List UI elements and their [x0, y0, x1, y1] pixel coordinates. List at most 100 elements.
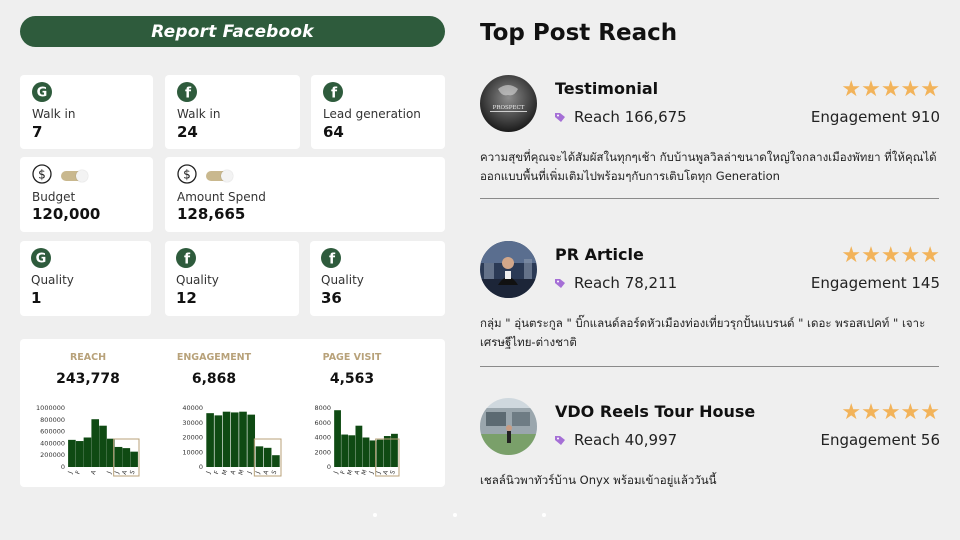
kpi-label: Walk in: [32, 107, 76, 121]
chart-bar: [83, 437, 92, 467]
post-card-testimonial[interactable]: PROSPECT Testimonial Reach 166,675 ★★★★★…: [480, 75, 940, 205]
chart-bar: [348, 435, 356, 467]
x-tick-label: A: [353, 469, 361, 476]
y-tick-label: 200000: [40, 451, 65, 459]
kpi-card-amount-spend: $ Amount Spend 128,665: [165, 157, 445, 232]
post-reach: Reach 78,211: [555, 274, 677, 292]
chart-bar: [75, 441, 84, 467]
x-tick-label: J: [375, 470, 383, 475]
chart-bar: [130, 451, 138, 467]
kpi-value: 7: [32, 123, 43, 141]
kpi-value: 1: [31, 289, 42, 307]
kpi-value: 12: [176, 289, 197, 307]
divider: [480, 366, 939, 367]
chart-bar: [222, 411, 231, 467]
post-reach-text: Reach 78,211: [574, 274, 678, 292]
kpi-card-quality-google: G Quality 1: [20, 241, 151, 316]
x-tick-label: S: [389, 469, 397, 475]
kpi-label: Quality: [31, 273, 74, 287]
kpi-label: Amount Spend: [177, 190, 266, 204]
post-card-vdo-reels[interactable]: VDO Reels Tour House Reach 40,997 ★★★★★ …: [480, 398, 940, 498]
x-tick-label: M: [221, 469, 229, 476]
facebook-icon: f: [176, 248, 196, 268]
post-avatar: PROSPECT: [480, 75, 537, 132]
pagination-dot[interactable]: [373, 513, 377, 517]
x-tick-label: A: [229, 469, 237, 476]
post-reach-text: Reach 166,675: [574, 108, 687, 126]
x-tick-label: J: [246, 470, 254, 475]
chart-bar: [91, 419, 100, 467]
x-tick-label: J: [205, 470, 213, 475]
kpi-value: 36: [321, 289, 342, 307]
amount-spend-toggle[interactable]: [206, 170, 233, 182]
facebook-icon: f: [323, 82, 343, 102]
tag-icon: [555, 436, 565, 445]
chart-bar: [341, 434, 349, 467]
post-engagement: Engagement 910: [810, 108, 940, 126]
x-tick-label: J: [254, 470, 262, 475]
y-tick-label: 10000: [182, 448, 203, 456]
svg-text:f: f: [184, 252, 191, 268]
chart-title: REACH: [70, 352, 106, 363]
svg-text:f: f: [185, 86, 192, 102]
star-rating: ★★★★★: [841, 243, 940, 268]
y-tick-label: 0: [199, 463, 203, 471]
chart-bar: [230, 412, 239, 467]
svg-text:G: G: [37, 86, 48, 101]
post-reach-text: Reach 40,997: [574, 431, 678, 449]
star-rating: ★★★★★: [841, 400, 940, 425]
kpi-value: 120,000: [32, 205, 101, 223]
chart-bar: [99, 425, 107, 467]
y-tick-label: 2000: [314, 448, 331, 456]
y-tick-label: 20000: [182, 434, 203, 442]
post-engagement: Engagement 56: [820, 431, 940, 449]
y-tick-label: 400000: [40, 439, 65, 447]
chart-bar: [383, 436, 391, 467]
kpi-value: 24: [177, 123, 198, 141]
x-tick-label: M: [237, 469, 245, 476]
x-tick-label: F: [213, 469, 221, 475]
post-card-pr-article[interactable]: PR Article Reach 78,211 ★★★★★ Engagement…: [480, 241, 940, 371]
y-tick-label: 600000: [40, 428, 65, 436]
budget-toggle[interactable]: [61, 170, 88, 182]
x-tick-label: A: [121, 469, 129, 476]
kpi-card-lead-generation: f Lead generation 64: [311, 75, 445, 149]
tag-icon: [555, 279, 565, 288]
svg-text:f: f: [329, 252, 336, 268]
highlight-box: [375, 438, 400, 477]
y-tick-label: 40000: [182, 404, 203, 412]
chart-bar: [263, 447, 272, 467]
pagination-dot[interactable]: [542, 513, 546, 517]
kpi-card-budget: $ Budget 120,000: [20, 157, 153, 232]
highlight-box: [113, 438, 140, 477]
report-title: Report Facebook: [151, 21, 314, 42]
x-tick-label: J: [105, 470, 113, 475]
kpi-card-walkin-facebook: f Walk in 24: [165, 75, 300, 149]
pagination-dot[interactable]: [453, 513, 457, 517]
chart-bar: [114, 446, 123, 467]
chart-total: 4,563: [330, 371, 374, 387]
svg-text:$: $: [183, 168, 191, 182]
kpi-label: Quality: [176, 273, 219, 287]
avatar-caption: PROSPECT: [493, 105, 525, 111]
highlight-box: [253, 438, 282, 477]
chart-bar: [214, 415, 223, 467]
x-tick-label: A: [382, 469, 390, 476]
kpi-value: 128,665: [177, 205, 246, 223]
chart-bar: [247, 414, 256, 467]
chart-title: ENGAGEMENT: [177, 352, 252, 363]
chart-bar: [369, 440, 377, 467]
chart-bar: [68, 439, 76, 467]
post-reach: Reach 40,997: [555, 431, 677, 449]
kpi-label: Budget: [32, 190, 76, 204]
post-description: ความสุขที่คุณจะได้สัมผัสในทุกๆเช้า กับบ้…: [480, 150, 937, 183]
kpi-label: Lead generation: [323, 107, 421, 121]
post-engagement: Engagement 145: [810, 274, 940, 292]
post-avatar: [480, 398, 537, 455]
y-tick-label: 1000000: [36, 404, 65, 412]
x-tick-label: F: [339, 469, 347, 475]
x-tick-label: J: [332, 470, 340, 475]
facebook-icon: f: [177, 82, 197, 102]
google-icon: G: [31, 248, 51, 268]
x-tick-label: F: [74, 469, 82, 475]
